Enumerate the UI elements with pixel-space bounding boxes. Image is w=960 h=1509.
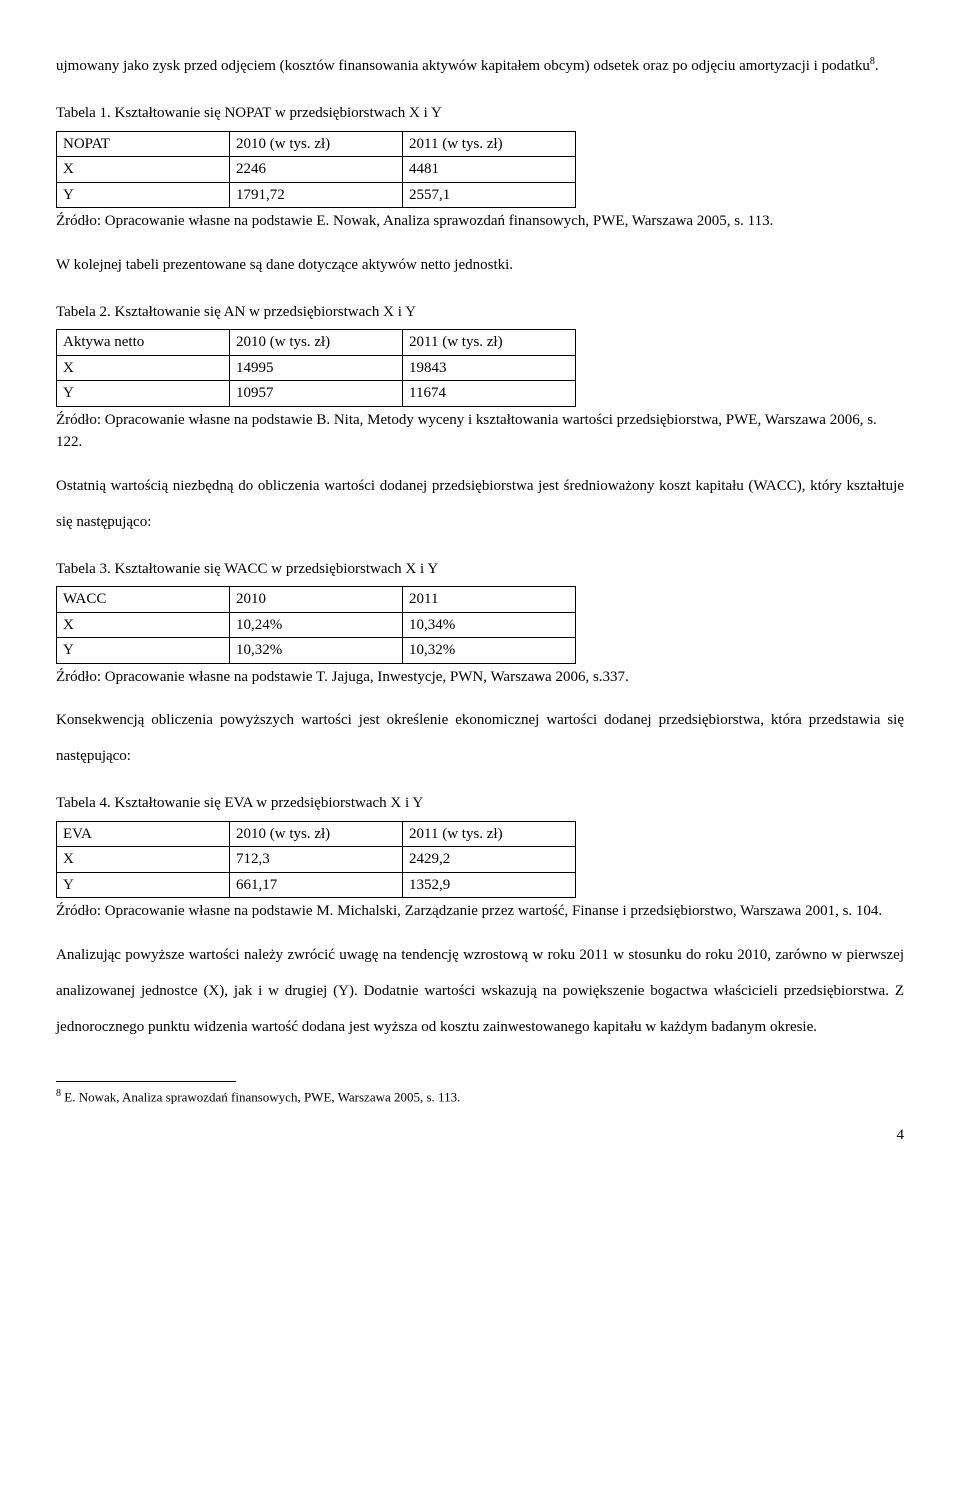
- table1-nopat: NOPAT 2010 (w tys. zł) 2011 (w tys. zł) …: [56, 131, 576, 209]
- table4-r2c0: Y: [57, 872, 230, 898]
- table3-r2c2: 10,32%: [403, 638, 576, 664]
- table1-h2: 2011 (w tys. zł): [403, 131, 576, 157]
- table2-h2: 2011 (w tys. zł): [403, 330, 576, 356]
- table2-r1c1: 14995: [230, 355, 403, 381]
- table1-source: Źródło: Opracowanie własne na podstawie …: [56, 210, 904, 233]
- table2-r2c1: 10957: [230, 381, 403, 407]
- table3-h1: 2010: [230, 587, 403, 613]
- table4-r2c1: 661,17: [230, 872, 403, 898]
- footnote-8: 8 E. Nowak, Analiza sprawozdań finansowy…: [56, 1086, 904, 1107]
- page-number: 4: [56, 1124, 904, 1147]
- table1-r1c2: 4481: [403, 157, 576, 183]
- mid2-paragraph: Ostatnią wartością niezbędną do obliczen…: [56, 468, 904, 540]
- table4-caption: Tabela 4. Kształtowanie się EVA w przeds…: [56, 792, 904, 815]
- mid3-paragraph: Konsekwencją obliczenia powyższych warto…: [56, 702, 904, 774]
- table3-r1c1: 10,24%: [230, 612, 403, 638]
- table-row: NOPAT 2010 (w tys. zł) 2011 (w tys. zł): [57, 131, 576, 157]
- table-row: X 10,24% 10,34%: [57, 612, 576, 638]
- table1-r2c0: Y: [57, 182, 230, 208]
- table3-h0: WACC: [57, 587, 230, 613]
- table2-aktywa-netto: Aktywa netto 2010 (w tys. zł) 2011 (w ty…: [56, 329, 576, 407]
- table1-h1: 2010 (w tys. zł): [230, 131, 403, 157]
- table3-r2c1: 10,32%: [230, 638, 403, 664]
- table-row: Y 1791,72 2557,1: [57, 182, 576, 208]
- table3-caption: Tabela 3. Kształtowanie się WACC w przed…: [56, 558, 904, 581]
- table2-r1c2: 19843: [403, 355, 576, 381]
- table1-r1c1: 2246: [230, 157, 403, 183]
- table-row: X 14995 19843: [57, 355, 576, 381]
- table-row: X 2246 4481: [57, 157, 576, 183]
- table1-r2c1: 1791,72: [230, 182, 403, 208]
- table2-h0: Aktywa netto: [57, 330, 230, 356]
- table2-r2c2: 11674: [403, 381, 576, 407]
- table1-caption: Tabela 1. Kształtowanie się NOPAT w prze…: [56, 102, 904, 125]
- table4-r2c2: 1352,9: [403, 872, 576, 898]
- table3-r1c2: 10,34%: [403, 612, 576, 638]
- footnote-separator: [56, 1081, 236, 1082]
- table4-source: Źródło: Opracowanie własne na podstawie …: [56, 900, 904, 923]
- table-row: Y 661,17 1352,9: [57, 872, 576, 898]
- table-row: Y 10,32% 10,32%: [57, 638, 576, 664]
- table2-r2c0: Y: [57, 381, 230, 407]
- table3-r2c0: Y: [57, 638, 230, 664]
- table1-r1c0: X: [57, 157, 230, 183]
- table4-r1c2: 2429,2: [403, 847, 576, 873]
- table1-h0: NOPAT: [57, 131, 230, 157]
- intro-paragraph: ujmowany jako zysk przed odjęciem (koszt…: [56, 48, 904, 84]
- mid1-paragraph: W kolejnej tabeli prezentowane są dane d…: [56, 247, 904, 283]
- table3-wacc: WACC 2010 2011 X 10,24% 10,34% Y 10,32% …: [56, 586, 576, 664]
- intro-text-b: .: [875, 58, 879, 74]
- table2-r1c0: X: [57, 355, 230, 381]
- table4-r1c0: X: [57, 847, 230, 873]
- table2-caption: Tabela 2. Kształtowanie się AN w przedsi…: [56, 301, 904, 324]
- table-row: Y 10957 11674: [57, 381, 576, 407]
- table3-source: Źródło: Opracowanie własne na podstawie …: [56, 666, 904, 689]
- table2-h1: 2010 (w tys. zł): [230, 330, 403, 356]
- intro-text-a: ujmowany jako zysk przed odjęciem (koszt…: [56, 58, 870, 74]
- table-row: EVA 2010 (w tys. zł) 2011 (w tys. zł): [57, 821, 576, 847]
- table4-h0: EVA: [57, 821, 230, 847]
- table4-h2: 2011 (w tys. zł): [403, 821, 576, 847]
- table-row: WACC 2010 2011: [57, 587, 576, 613]
- conclusion-paragraph: Analizując powyższe wartości należy zwró…: [56, 937, 904, 1045]
- table3-r1c0: X: [57, 612, 230, 638]
- table-row: Aktywa netto 2010 (w tys. zł) 2011 (w ty…: [57, 330, 576, 356]
- table-row: X 712,3 2429,2: [57, 847, 576, 873]
- table4-h1: 2010 (w tys. zł): [230, 821, 403, 847]
- table3-h2: 2011: [403, 587, 576, 613]
- table4-r1c1: 712,3: [230, 847, 403, 873]
- table2-source: Źródło: Opracowanie własne na podstawie …: [56, 409, 904, 454]
- table4-eva: EVA 2010 (w tys. zł) 2011 (w tys. zł) X …: [56, 821, 576, 899]
- footnote-text: E. Nowak, Analiza sprawozdań finansowych…: [61, 1089, 460, 1104]
- table1-r2c2: 2557,1: [403, 182, 576, 208]
